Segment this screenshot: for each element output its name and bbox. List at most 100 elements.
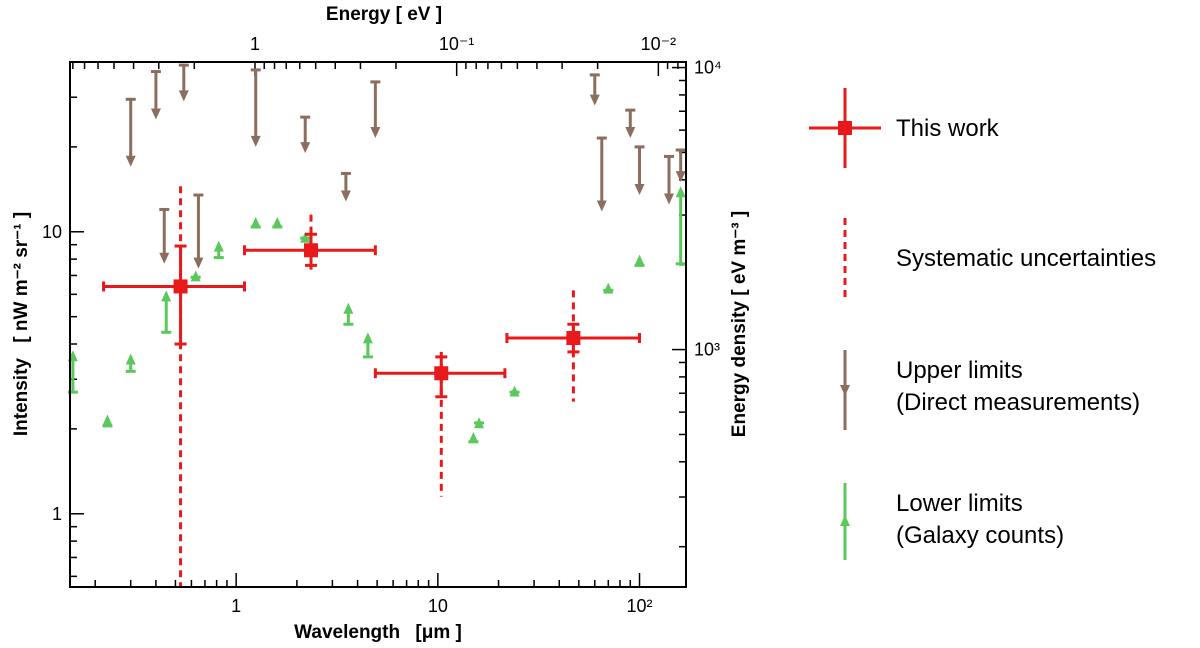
this-work-point: [505, 290, 642, 402]
upper-limit-arrow-head: [250, 135, 261, 147]
lower-limit-arrow: [675, 186, 686, 266]
x-axis-title-unit: [μm ]: [415, 622, 461, 643]
upper-limit-arrow-head: [370, 127, 381, 139]
lower-limit-arrow-head: [343, 302, 354, 314]
upper-limit-arrow-head: [625, 127, 636, 139]
lower-limit-arrow-head: [250, 216, 261, 228]
this-work-marker: [434, 366, 449, 381]
upper-limit-arrow-head: [150, 108, 161, 120]
top-tick-label: 10⁻¹: [439, 34, 475, 54]
legend-label: Systematic uncertainties: [896, 245, 1156, 272]
upper-limit-arrow: [370, 80, 381, 139]
upper-limit-arrow: [193, 193, 204, 269]
upper-limit-arrow: [589, 73, 600, 106]
x-axis-title-main: Wavelength: [294, 622, 400, 643]
lower-limit-arrow: [250, 216, 261, 229]
lower-limit-arrow: [213, 240, 224, 260]
upper-limit-arrow-head: [125, 155, 136, 167]
this-work-point: [243, 214, 377, 274]
lower-limit-arrow: [300, 231, 311, 243]
legend-item-lower: Lower limits (Galaxy counts): [840, 483, 1064, 560]
top-tick-label: 10⁻²: [641, 34, 677, 54]
legend-item-systematic: Systematic uncertainties: [843, 218, 1156, 298]
lower-limit-arrow: [161, 290, 172, 334]
axis-ticks: [70, 61, 686, 587]
upper-limit-arrow: [663, 154, 674, 205]
lower-limit-arrow-head: [190, 270, 201, 282]
lower-limit-arrow-head: [362, 332, 373, 344]
upper-limit-arrow-head: [634, 184, 645, 196]
legend-lower-head: [840, 515, 850, 526]
upper-limit-arrow: [300, 115, 311, 154]
lower-limit-arrow-head: [300, 231, 311, 243]
upper-limit-arrow: [625, 108, 636, 139]
legend-label: This work: [896, 115, 1000, 142]
legend-item-upper: Upper limits (Direct measurements): [840, 350, 1140, 430]
upper-limit-arrow-head: [193, 257, 204, 269]
upper-limit-arrow: [125, 97, 136, 167]
x-tick-label: 10: [428, 596, 448, 616]
upper-limit-arrow-head: [159, 252, 170, 264]
legend-label: (Direct measurements): [896, 389, 1140, 416]
lower-limit-arrow-head: [213, 240, 224, 252]
y-axis-title: Intensity [ nW m⁻² sr⁻¹ ]: [11, 212, 32, 436]
lower-limit-arrow-head: [603, 282, 614, 294]
this-work-marker: [304, 243, 319, 258]
this-work-marker: [566, 331, 581, 346]
y-axis-title-main: Intensity: [11, 358, 32, 437]
upper-limit-arrow-head: [340, 190, 351, 202]
upper-limit-arrow: [675, 148, 686, 183]
upper-limit-arrow-head: [663, 193, 674, 205]
x-axis-title: Wavelength [μm ]: [294, 622, 462, 643]
plot-frame: [69, 61, 687, 588]
right-tick-label: 10⁴: [694, 58, 722, 78]
legend-label: Lower limits: [896, 490, 1023, 517]
upper-limit-arrow-head: [596, 200, 607, 212]
tick-labels: 1 10 10² 1 10 1 10⁻¹ 10⁻² 10³ 10⁴: [42, 34, 722, 616]
legend-upper-head: [840, 385, 850, 396]
lower-limit-arrow: [509, 385, 520, 397]
upper-limit-arrow: [340, 171, 351, 202]
this-work-marker: [173, 279, 188, 294]
lower-limit-arrow-head: [102, 414, 113, 426]
upper-limit-arrow: [596, 136, 607, 212]
lower-limit-arrow-head: [474, 417, 485, 429]
upper-limit-arrow-head: [589, 94, 600, 106]
top-axis-title: Energy [ eV ]: [326, 4, 442, 25]
this-work-point: [373, 351, 507, 497]
upper-limit-arrow: [250, 68, 261, 147]
upper-limit-arrow-head: [675, 171, 686, 183]
lower-limit-arrow-head: [125, 353, 136, 365]
right-axis-title: Energy density [ eV m⁻³ ]: [729, 211, 750, 437]
lower-limit-arrow-head: [509, 385, 520, 397]
lower-limit-arrow-head: [675, 186, 686, 198]
legend-this-work-marker: [838, 121, 852, 135]
upper-limit-arrow: [178, 63, 189, 102]
lower-limit-arrow: [468, 431, 479, 444]
this-work-point: [102, 186, 247, 587]
lower-limit-arrow-head: [634, 254, 645, 266]
legend-item-this-work: This work: [809, 88, 1000, 168]
x-tick-label: 10²: [627, 596, 653, 616]
lower-limit-arrow: [343, 302, 354, 326]
right-tick-label: 10³: [694, 340, 720, 360]
lower-limit-arrow-head: [272, 216, 283, 228]
legend: This work Systematic uncertainties Upper l…: [809, 88, 1156, 560]
x-tick-label: 1: [231, 596, 241, 616]
lower-limit-arrow: [362, 332, 373, 359]
lower-limit-arrow: [102, 414, 113, 428]
lower-limit-arrow: [474, 417, 485, 429]
data-marks: [67, 63, 686, 587]
upper-limit-arrow: [634, 145, 645, 196]
legend-label: Upper limits: [896, 357, 1023, 384]
upper-limit-arrow-head: [300, 142, 311, 154]
lower-limit-arrow: [125, 353, 136, 373]
lower-limit-arrow: [272, 216, 283, 229]
lower-limit-arrow-head: [161, 290, 172, 302]
y-axis-title-unit: [ nW m⁻² sr⁻¹ ]: [11, 212, 32, 343]
upper-limit-arrow: [159, 207, 170, 264]
y-tick-label: 1: [52, 504, 62, 524]
top-tick-label: 1: [250, 34, 260, 54]
legend-label: (Galaxy counts): [896, 522, 1064, 549]
